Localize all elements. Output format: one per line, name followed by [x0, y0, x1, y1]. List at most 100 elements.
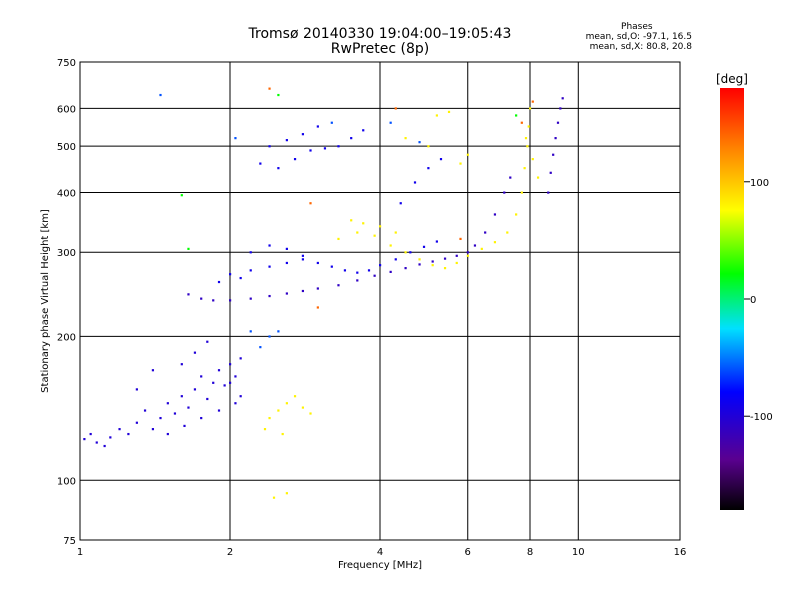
- data-point: [212, 381, 215, 384]
- data-point: [554, 137, 557, 140]
- x-axis-ticks: 1 2 4 6 8 10 16: [77, 547, 687, 558]
- data-point: [439, 158, 443, 161]
- data-point: [277, 330, 280, 333]
- data-point: [166, 432, 169, 436]
- colorbar-ticks: 100 0 -100: [744, 178, 773, 423]
- data-point: [83, 437, 86, 441]
- data-point: [118, 428, 121, 431]
- data-point: [259, 346, 262, 349]
- y-tick-label: 100: [57, 476, 76, 487]
- data-point: [520, 191, 523, 194]
- data-point: [531, 158, 534, 161]
- data-point: [293, 158, 297, 161]
- data-point: [389, 244, 392, 247]
- data-point: [547, 191, 550, 194]
- data-point: [239, 395, 242, 398]
- data-point: [277, 167, 280, 170]
- data-point: [187, 406, 190, 409]
- colorbar-tick-label: 100: [750, 178, 769, 189]
- data-point: [309, 412, 312, 415]
- data-point: [459, 237, 462, 241]
- data-point: [285, 139, 288, 142]
- data-point: [466, 251, 469, 254]
- data-point: [193, 388, 197, 391]
- data-point: [418, 141, 421, 144]
- data-point: [373, 274, 376, 277]
- data-point: [418, 263, 421, 266]
- data-point: [356, 271, 359, 274]
- data-point: [316, 306, 319, 309]
- data-point: [166, 402, 169, 405]
- data-point: [389, 270, 392, 273]
- data-point: [127, 432, 130, 436]
- data-point: [285, 402, 288, 405]
- data-point: [431, 260, 434, 263]
- data-point: [549, 171, 552, 174]
- data-point: [301, 289, 305, 293]
- data-point: [103, 444, 106, 448]
- data-point: [556, 121, 560, 124]
- data-point: [427, 167, 430, 170]
- chart-title-line1: Tromsø 20140330 19:04:00–19:05:43: [248, 26, 512, 42]
- data-point: [515, 213, 518, 216]
- data-point: [309, 149, 312, 152]
- data-point: [268, 244, 271, 247]
- data-point: [503, 191, 506, 194]
- data-point: [301, 406, 305, 409]
- data-point: [249, 297, 252, 300]
- data-point: [455, 261, 458, 265]
- data-point: [301, 254, 305, 257]
- data-point: [443, 267, 447, 270]
- data-point: [356, 231, 359, 234]
- data-point: [285, 492, 288, 495]
- phase-info-heading: Phases: [621, 22, 653, 32]
- data-point: [212, 299, 215, 302]
- data-point: [95, 441, 98, 444]
- data-point: [159, 416, 162, 420]
- data-points: [83, 87, 564, 499]
- data-point: [531, 100, 534, 103]
- y-tick-label: 75: [63, 536, 76, 547]
- data-point: [484, 231, 487, 234]
- data-point: [418, 258, 421, 261]
- data-point: [323, 147, 327, 150]
- data-point: [367, 269, 371, 272]
- data-point: [561, 97, 564, 100]
- data-point: [217, 409, 221, 412]
- data-point: [422, 245, 426, 248]
- data-point: [268, 265, 271, 268]
- data-point: [159, 93, 162, 97]
- data-point: [200, 416, 203, 420]
- x-tick-label: 8: [527, 547, 533, 558]
- x-tick-label: 1: [77, 547, 83, 558]
- data-point: [443, 257, 447, 260]
- data-point: [268, 335, 271, 338]
- data-point: [337, 284, 340, 287]
- data-point: [151, 369, 155, 372]
- data-point: [223, 384, 226, 387]
- data-point: [373, 234, 376, 237]
- data-point: [455, 254, 458, 257]
- y-tick-label: 750: [57, 58, 76, 69]
- data-point: [281, 432, 284, 436]
- data-point: [173, 412, 177, 415]
- data-point: [249, 269, 252, 272]
- x-tick-label: 16: [674, 547, 687, 558]
- data-point: [285, 292, 288, 295]
- data-point: [526, 145, 529, 148]
- data-point: [509, 176, 512, 179]
- y-axis-label: Stationary phase Virtual Height [km]: [40, 209, 51, 393]
- y-tick-label: 400: [57, 188, 76, 199]
- data-point: [239, 276, 242, 280]
- data-point: [249, 251, 252, 254]
- data-point: [356, 279, 359, 282]
- data-point: [330, 265, 333, 268]
- data-point: [389, 121, 392, 124]
- data-point: [399, 202, 402, 205]
- x-tick-label: 6: [465, 547, 471, 558]
- data-point: [394, 258, 397, 261]
- data-point: [268, 145, 271, 148]
- y-tick-label: 500: [57, 142, 76, 153]
- phase-info: Phases mean, sd,O: -97.1, 16.5 mean, sd,…: [586, 22, 692, 52]
- data-point: [183, 424, 186, 428]
